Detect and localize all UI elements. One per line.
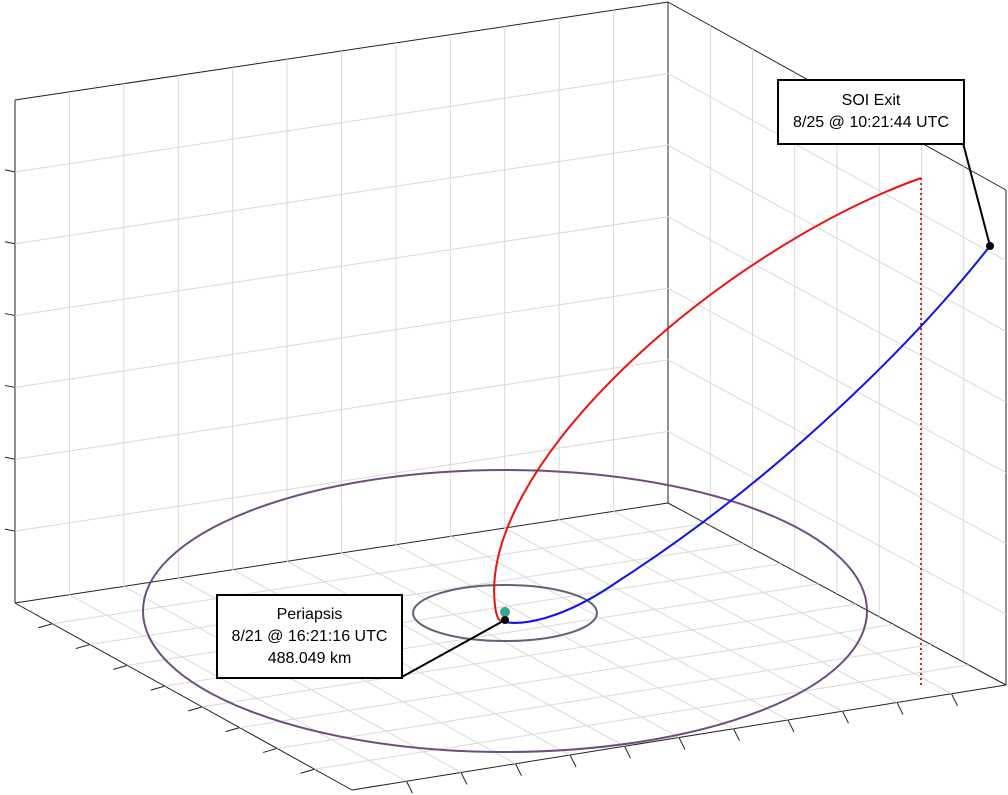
tick-mark-floor-left-axis	[188, 706, 203, 712]
grid-line-back-wall-horizontal	[14, 144, 669, 245]
grid-line-back-wall-horizontal	[14, 73, 669, 173]
tick-mark-floor-right-axis	[515, 763, 522, 776]
tick-mark-floor-left-axis	[300, 768, 315, 774]
incoming-trajectory-arc	[493, 177, 922, 623]
tick-mark-floor-right-axis	[569, 754, 577, 768]
grid-line-floor	[277, 644, 931, 749]
tick-mark-vertical-axis	[4, 528, 16, 532]
periapsis-point	[501, 616, 509, 624]
grid-line-back-wall-horizontal	[14, 359, 669, 460]
tick-mark-floor-left-axis	[38, 623, 53, 629]
grid-line-floor	[504, 527, 843, 712]
tick-mark-vertical-axis	[4, 456, 16, 460]
box-edge-floor-front-left	[14, 602, 353, 791]
grid-line-floor	[314, 664, 969, 770]
grid-lines	[14, 10, 1007, 782]
tick-mark-floor-right-axis	[951, 693, 958, 706]
grid-line-floor	[286, 560, 625, 747]
grid-line-floor	[89, 542, 744, 646]
periapsis-title: Periapsis	[276, 605, 343, 623]
soi-exit-time: 8/25 @ 10:21:44 UTC	[793, 114, 949, 131]
grid-line-back-wall-horizontal	[14, 430, 669, 532]
tick-mark-floor-right-axis	[406, 781, 413, 794]
outgoing-trajectory-arc	[504, 245, 991, 624]
axis-ticks	[4, 169, 958, 794]
grid-line-floor	[202, 603, 856, 708]
grid-line-floor	[52, 522, 706, 625]
tick-mark-floor-right-axis	[896, 702, 904, 715]
soi-exit-point	[986, 242, 994, 250]
tick-mark-floor-left-axis	[262, 747, 278, 753]
grid-line-floor	[239, 623, 894, 729]
tick-mark-vertical-axis	[4, 169, 16, 173]
soi-exit-title: SOI Exit	[841, 92, 901, 109]
central-body-marker	[500, 607, 510, 617]
grid-line-back-wall-horizontal	[14, 287, 669, 388]
tick-mark-floor-right-axis	[733, 728, 740, 741]
periapsis-time: 8/21 @ 16:21:16 UTC	[231, 627, 388, 645]
tick-mark-vertical-axis	[4, 384, 16, 388]
tick-mark-floor-left-axis	[75, 644, 91, 650]
tick-mark-vertical-axis	[4, 241, 16, 245]
tick-mark-vertical-axis	[4, 313, 16, 317]
tick-mark-floor-right-axis	[460, 772, 468, 785]
grid-line-floor	[69, 594, 407, 782]
grid-line-floor	[613, 510, 952, 695]
inner-orbit-ring	[412, 584, 598, 642]
tick-mark-floor-left-axis	[225, 727, 240, 733]
grid-line-back-wall-horizontal	[14, 216, 669, 317]
tick-mark-floor-right-axis	[678, 737, 686, 750]
tick-mark-floor-right-axis	[842, 711, 849, 724]
periapsis-annotation: Periapsis 8/21 @ 16:21:16 UTC 488.049 km	[216, 594, 403, 679]
tick-mark-floor-right-axis	[787, 719, 795, 733]
grid-line-floor	[450, 535, 789, 721]
periapsis-leader-line	[399, 619, 506, 679]
tick-mark-floor-left-axis	[113, 664, 128, 670]
soi-exit-leader-line	[962, 142, 991, 247]
soi-exit-annotation: SOI Exit 8/25 @ 10:21:44 UTC	[777, 79, 965, 145]
outer-orbit-ring	[142, 469, 868, 753]
grid-line-floor	[558, 519, 898, 703]
grid-line-floor	[395, 544, 734, 730]
tick-mark-floor-left-axis	[150, 685, 165, 691]
tick-mark-floor-right-axis	[624, 746, 631, 759]
periapsis-altitude: 488.049 km	[267, 649, 352, 667]
grid-line-floor	[123, 585, 462, 773]
grid-line-floor	[341, 552, 680, 738]
